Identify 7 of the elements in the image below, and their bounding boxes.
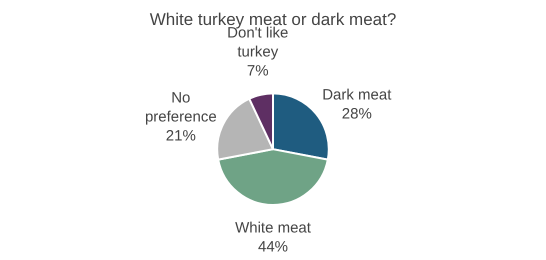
data-label: 44%	[258, 238, 288, 256]
slice-label: No preference	[144, 90, 217, 126]
slice-label: White meat	[235, 220, 312, 237]
data-label: 21%	[166, 128, 196, 145]
slice-label: Dark meat	[322, 86, 392, 104]
data-label: 7%	[246, 62, 269, 80]
data-label: 28%	[342, 105, 372, 122]
